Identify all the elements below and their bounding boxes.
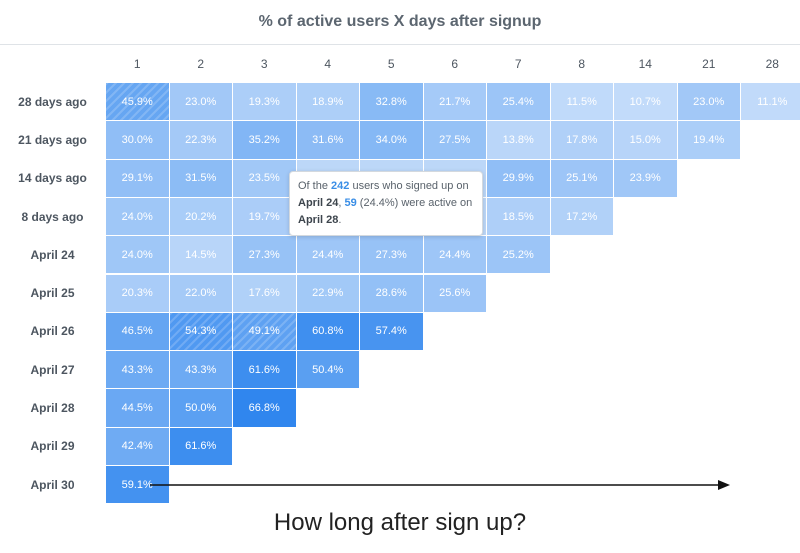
cohort-cell[interactable]: 17.6% [233,274,296,312]
header-divider [0,44,800,45]
cohort-cell[interactable]: 11.5% [550,83,613,121]
cohort-cell[interactable]: 11.1% [741,83,800,121]
cohort-cell[interactable]: 23.5% [233,159,296,197]
row-label: 8 days ago [0,197,105,236]
cohort-cell[interactable]: 17.2% [550,197,613,236]
cohort-cell[interactable]: 14.5% [169,236,232,274]
cohort-cell[interactable]: 32.8% [360,83,423,121]
cohort-cell[interactable]: 27.5% [423,121,486,159]
cohort-cell[interactable]: 42.4% [106,427,169,465]
column-header-2: 2 [169,45,232,82]
chart-title: % of active users X days after signup [258,13,542,30]
cohort-cell[interactable]: 20.2% [169,197,232,236]
row-label: 14 days ago [0,159,105,197]
cohort-cell[interactable]: 23.9% [614,159,677,197]
cohort-cell[interactable]: 49.1% [233,312,296,351]
cohort-cell[interactable]: 31.6% [296,121,359,159]
cohort-cell[interactable]: 19.7% [233,197,296,236]
cohort-cell[interactable]: 21.7% [423,83,486,121]
cohort-cell[interactable]: 45.9% [106,83,169,121]
row-label: April 27 [0,351,105,389]
tooltip-active-count: 59 [344,197,357,209]
cohort-cell[interactable]: 44.5% [106,389,169,427]
column-header-3: 3 [233,45,296,82]
column-header-4: 4 [296,45,359,82]
tooltip-text-3: , [338,197,345,209]
row-label: April 24 [0,236,105,274]
row-label: April 25 [0,274,105,312]
cohort-cell[interactable]: 19.3% [233,83,296,121]
column-header-21: 21 [677,45,740,82]
cohort-cell[interactable]: 31.5% [169,159,232,197]
tooltip-active-date: April 28 [298,214,339,226]
cohort-cell[interactable]: 29.9% [487,159,550,197]
cohort-cell[interactable]: 60.8% [296,312,359,351]
cohort-cell[interactable]: 23.0% [169,83,232,121]
column-header-1: 1 [106,45,169,82]
cohort-cell[interactable]: 25.1% [550,159,613,197]
cohort-cell[interactable]: 35.2% [233,121,296,159]
cohort-cell[interactable]: 24.4% [423,236,486,274]
row-label: 28 days ago [0,83,105,121]
cohort-cell[interactable]: 24.4% [296,236,359,274]
row-label: April 29 [0,427,105,465]
cohort-cell[interactable]: 25.2% [487,236,550,274]
cohort-cell[interactable]: 27.3% [360,236,423,274]
cohort-cell[interactable]: 22.3% [169,121,232,159]
cohort-cell[interactable]: 25.6% [423,274,486,312]
cohort-cell[interactable]: 43.3% [169,351,232,389]
cohort-cell[interactable]: 50.0% [169,389,232,427]
tooltip-text-1: Of the [298,180,332,192]
cohort-cell[interactable]: 30.0% [106,121,169,159]
column-header-6: 6 [423,45,486,82]
tooltip-text-5: . [338,214,342,226]
cohort-cell[interactable]: 57.4% [360,312,423,351]
cohort-cell[interactable]: 17.8% [550,121,613,159]
cohort-cell[interactable]: 28.6% [360,274,423,312]
tooltip-user-count: 242 [331,180,350,192]
cohort-cell[interactable]: 20.3% [106,274,169,312]
cohort-cell[interactable]: 27.3% [233,236,296,274]
cohort-cell[interactable]: 18.9% [296,83,359,121]
tooltip-text-4: (24.4%) were active on [356,197,473,209]
cohort-cell[interactable]: 24.0% [106,236,169,274]
arrow-head [718,480,730,490]
row-label: April 30 [0,466,105,504]
cohort-cell[interactable]: 13.8% [487,121,550,159]
row-label: April 26 [0,312,105,351]
column-header-28: 28 [741,45,800,82]
cohort-cell[interactable]: 22.9% [296,274,359,312]
cohort-cell[interactable]: 43.3% [106,351,169,389]
tooltip-text-2: users who signed up on [349,180,469,192]
cohort-cell[interactable]: 22.0% [169,274,232,312]
column-header-7: 7 [487,45,550,82]
column-header-5: 5 [360,45,423,82]
column-header-8: 8 [550,45,613,82]
cohort-cell[interactable]: 34.0% [360,121,423,159]
cohort-cell[interactable]: 19.4% [677,121,740,159]
cohort-cell[interactable]: 10.7% [614,83,677,121]
cohort-cell[interactable]: 61.6% [233,351,296,389]
cohort-cell[interactable]: 24.0% [106,197,169,236]
row-label: April 28 [0,389,105,427]
cohort-cell[interactable]: 29.1% [106,159,169,197]
cohort-cell[interactable]: 18.5% [487,197,550,236]
cell-tooltip: Of the 242 users who signed up on April … [289,171,483,236]
cohort-cell[interactable]: 25.4% [487,83,550,121]
cohort-cell[interactable]: 46.5% [106,312,169,351]
row-label: 21 days ago [0,121,105,159]
cohort-cell[interactable]: 23.0% [677,83,740,121]
bottom-annotation: How long after sign up? [273,509,527,536]
cohort-cell[interactable]: 15.0% [614,121,677,159]
tooltip-signup-date: April 24 [298,197,339,209]
cohort-cell[interactable]: 66.8% [233,389,296,427]
column-header-14: 14 [614,45,677,82]
cohort-cell[interactable]: 54.3% [169,312,232,351]
cohort-cell[interactable]: 59.1% [106,466,169,504]
cohort-cell[interactable]: 50.4% [296,351,359,389]
cohort-cell[interactable]: 61.6% [169,427,232,465]
